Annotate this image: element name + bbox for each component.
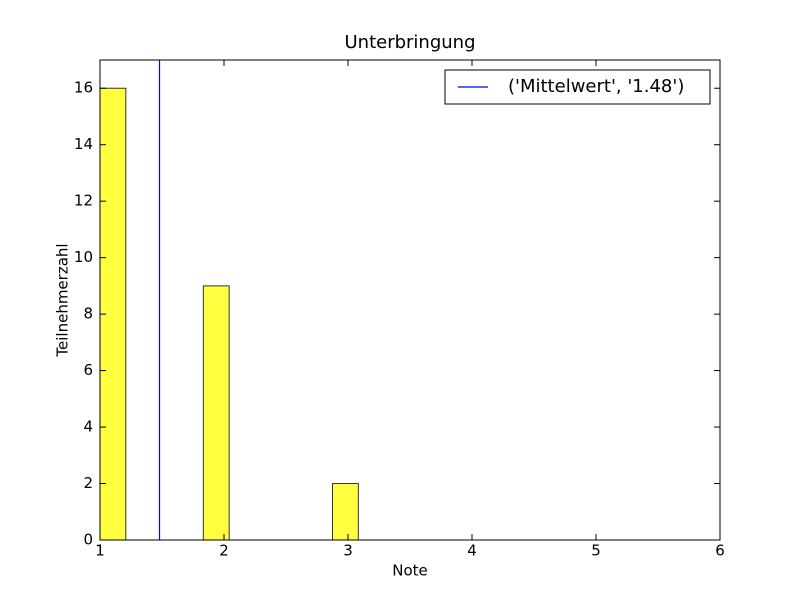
y-tick-label: 0 bbox=[83, 531, 93, 549]
bar bbox=[332, 483, 359, 541]
y-tick-label: 10 bbox=[74, 248, 93, 266]
y-axis-label: Teilnehmerzahl bbox=[54, 243, 72, 357]
x-axis-label: Note bbox=[392, 562, 428, 580]
y-tick-label: 2 bbox=[83, 474, 93, 492]
y-tick-label: 6 bbox=[83, 361, 93, 379]
y-tick-label: 14 bbox=[74, 135, 93, 153]
y-tick-label: 4 bbox=[83, 418, 93, 436]
x-tick-label: 6 bbox=[715, 542, 725, 560]
x-tick-label: 3 bbox=[343, 542, 353, 560]
y-tick-label: 12 bbox=[74, 192, 93, 210]
x-tick-label: 2 bbox=[219, 542, 229, 560]
plot-frame bbox=[99, 59, 721, 541]
y-tick-label: 16 bbox=[74, 79, 93, 97]
legend-label: ('Mittelwert', '1.48') bbox=[508, 76, 684, 97]
bar bbox=[202, 285, 230, 541]
y-tick-label: 8 bbox=[83, 305, 93, 323]
x-tick-label: 5 bbox=[591, 542, 601, 560]
chart-title: Unterbringung bbox=[344, 32, 475, 53]
x-tick-label: 4 bbox=[467, 542, 477, 560]
x-tick-label: 1 bbox=[95, 542, 105, 560]
legend-box bbox=[444, 69, 711, 105]
